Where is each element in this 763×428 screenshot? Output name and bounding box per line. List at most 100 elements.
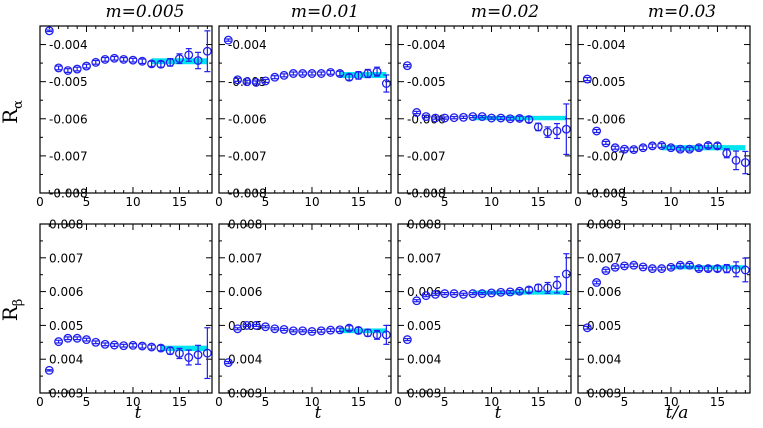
y-tick-label: 0.007 xyxy=(407,251,441,265)
y-tick-label: -0.005 xyxy=(407,75,446,89)
panel-r1-c4: 0 5 10 15-0.008-0.007-0.006-0.005-0.004 xyxy=(574,25,751,209)
panel-frame xyxy=(218,25,392,194)
fit-band xyxy=(339,72,387,78)
y-tick-label: -0.004 xyxy=(49,38,88,52)
data-point xyxy=(610,262,620,272)
x-tick-label: 0 xyxy=(215,195,223,209)
data-point xyxy=(372,330,382,340)
x-tick-label: 15 xyxy=(710,195,725,209)
fit-band xyxy=(661,145,746,151)
column-title-3: m=0.02 xyxy=(471,2,539,22)
data-point xyxy=(175,349,184,358)
x-tick-label: 5 xyxy=(621,395,629,409)
data-point xyxy=(477,112,487,122)
data-point xyxy=(119,341,129,351)
panel-frame xyxy=(218,223,392,394)
data-point xyxy=(128,55,138,65)
data-point xyxy=(487,113,496,123)
data-point xyxy=(468,289,478,299)
x-tick-label: 0 xyxy=(36,195,44,209)
data-point xyxy=(344,72,354,82)
data-point xyxy=(505,114,515,124)
x-tick-label: 5 xyxy=(83,195,91,209)
data-point xyxy=(251,320,261,330)
data-point xyxy=(270,72,280,82)
y-tick-label: -0.007 xyxy=(407,149,446,163)
y-tick-label: 0.004 xyxy=(49,353,83,367)
y-tick-label: -0.006 xyxy=(587,112,626,126)
y-tick-label: -0.007 xyxy=(587,149,626,163)
x-tick-label: 15 xyxy=(531,195,546,209)
data-point xyxy=(740,265,750,275)
data-point xyxy=(592,278,602,287)
x-tick-label: 5 xyxy=(621,195,629,209)
y-tick-label: 0.006 xyxy=(49,285,83,299)
data-point xyxy=(44,365,54,375)
x-tick-label: 0 xyxy=(574,195,582,209)
x-tick-label: 10 xyxy=(484,395,499,409)
panel-frame xyxy=(397,25,572,194)
data-point xyxy=(685,144,695,154)
x-axis-label-2: t xyxy=(315,403,322,423)
data-point xyxy=(713,141,722,151)
data-point xyxy=(505,287,515,297)
y-tick-label: 0.006 xyxy=(587,285,621,299)
x-tick-label: 10 xyxy=(125,195,140,209)
x-tick-label: 0 xyxy=(215,395,223,409)
data-point xyxy=(381,330,391,340)
data-point xyxy=(344,323,354,333)
data-point xyxy=(335,325,345,335)
data-point xyxy=(740,158,750,168)
data-point xyxy=(459,289,468,299)
row-label-beta: Rβ xyxy=(0,299,26,322)
x-axis-label-3: t xyxy=(495,403,502,423)
data-point xyxy=(620,144,629,154)
data-point xyxy=(713,264,722,274)
data-point xyxy=(63,333,73,343)
data-point xyxy=(372,67,382,77)
data-point xyxy=(449,113,459,123)
panel-frame xyxy=(39,223,213,394)
y-tick-label: 0.004 xyxy=(407,353,441,367)
x-tick-label: 0 xyxy=(36,395,44,409)
column-title-4: m=0.03 xyxy=(648,2,716,22)
data-point xyxy=(666,143,676,153)
data-point xyxy=(307,69,317,78)
data-point xyxy=(543,127,553,137)
y-tick-label: 0.007 xyxy=(228,251,262,265)
data-point xyxy=(449,289,459,299)
data-point xyxy=(552,126,562,136)
row-label-beta-main: R xyxy=(0,305,22,321)
row-label-beta-sub: β xyxy=(11,299,26,307)
data-point xyxy=(629,260,639,270)
x-axis-label-4: t/a xyxy=(666,403,689,423)
data-point xyxy=(487,288,496,298)
data-point xyxy=(54,337,64,347)
data-point xyxy=(440,113,450,123)
x-tick-label: 10 xyxy=(304,395,319,409)
data-point xyxy=(91,337,101,347)
data-point xyxy=(242,77,252,87)
data-point xyxy=(100,54,110,64)
x-tick-label: 10 xyxy=(663,395,678,409)
data-point xyxy=(675,144,685,154)
panel-frame xyxy=(397,223,572,394)
data-point xyxy=(82,335,91,345)
y-tick-label: 0.007 xyxy=(587,251,621,265)
data-point xyxy=(175,54,184,64)
data-point xyxy=(601,266,611,276)
data-point xyxy=(72,64,82,74)
data-point xyxy=(233,75,243,85)
data-point xyxy=(592,126,602,136)
data-point xyxy=(524,285,534,295)
data-point xyxy=(381,79,391,88)
row-label-alpha-main: R xyxy=(0,108,22,124)
data-point xyxy=(109,53,119,63)
data-point xyxy=(72,333,82,343)
x-tick-label: 15 xyxy=(172,395,187,409)
data-point xyxy=(288,69,298,78)
